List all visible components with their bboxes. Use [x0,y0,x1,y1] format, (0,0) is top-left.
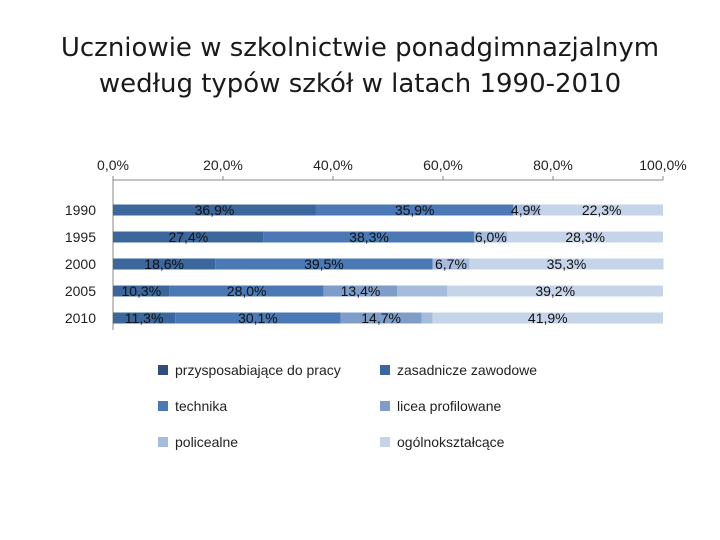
data-label: 18,6% [144,256,184,272]
data-label: 6,0% [475,229,507,245]
bar-segment [263,231,475,243]
bar-segment [540,204,663,216]
x-tick-label: 40,0% [313,157,353,173]
title-line-2: według typów szkół w latach 1990-2010 [98,69,622,99]
data-label: 28,3% [565,229,605,245]
category-label: 1990 [65,202,96,218]
category-label: 2010 [65,310,96,326]
legend-label: ogólnokształcące [397,434,505,450]
bar-segment [474,231,508,243]
data-label: 30,1% [238,310,278,326]
data-label: 39,5% [304,256,344,272]
data-label: 10,3% [121,283,161,299]
legend-label: przysposabiające do pracy [175,362,341,378]
bar-segment [323,285,398,297]
bar-segment [113,285,170,297]
x-tick-label: 100,0% [639,157,686,173]
legend-swatch [380,365,390,375]
legend-swatch [158,401,168,411]
bar-segment [397,285,448,297]
data-label: 41,9% [528,310,568,326]
data-label: 38,3% [349,229,389,245]
bar-segment [113,312,176,324]
data-label: 22,3% [582,202,622,218]
bar-segment [169,285,324,297]
legend-swatch [158,437,168,447]
legend-label: technika [175,398,227,414]
bar-segment [113,258,216,270]
bar-segment [469,258,664,270]
category-label: 1995 [65,229,96,245]
x-tick-label: 60,0% [423,157,463,173]
x-tick-label: 80,0% [533,157,573,173]
x-tick-label: 0,0% [97,157,129,173]
bar-segment [215,258,433,270]
bar-segment [507,231,663,243]
bar-segment [340,312,422,324]
data-label: 39,2% [535,283,575,299]
legend-label: licea profilowane [397,398,501,414]
legend-swatch [380,401,390,411]
data-label: 35,9% [395,202,435,218]
data-label: 13,4% [341,283,381,299]
legend-label: policealne [175,434,238,450]
data-label: 6,7% [435,256,467,272]
bar-segment [113,231,264,243]
bar-segment [421,312,433,324]
title-line-1: Uczniowie w szkolnictwie ponadgimnazjaln… [60,33,660,63]
legend-swatch [380,437,390,447]
data-label: 35,3% [547,256,587,272]
data-label: 28,0% [227,283,267,299]
category-label: 2005 [65,283,96,299]
bar-segment [432,258,470,270]
bar-segment [513,204,541,216]
legend-swatch [158,365,168,375]
data-label: 11,3% [125,310,164,326]
bar-segment [432,312,663,324]
category-label: 2000 [65,256,96,272]
slide-title: Uczniowie w szkolnictwie ponadgimnazjaln… [20,30,700,102]
data-label: 14,7% [361,310,401,326]
legend-label: zasadnicze zawodowe [397,362,537,378]
data-label: 27,4% [168,229,208,245]
bar-segment [447,285,663,297]
bar-segment [175,312,341,324]
data-label: 36,9% [195,202,235,218]
bar-segment [113,204,316,216]
bar-segment [315,204,514,216]
data-label: 4,9% [511,202,543,218]
x-tick-label: 20,0% [203,157,243,173]
